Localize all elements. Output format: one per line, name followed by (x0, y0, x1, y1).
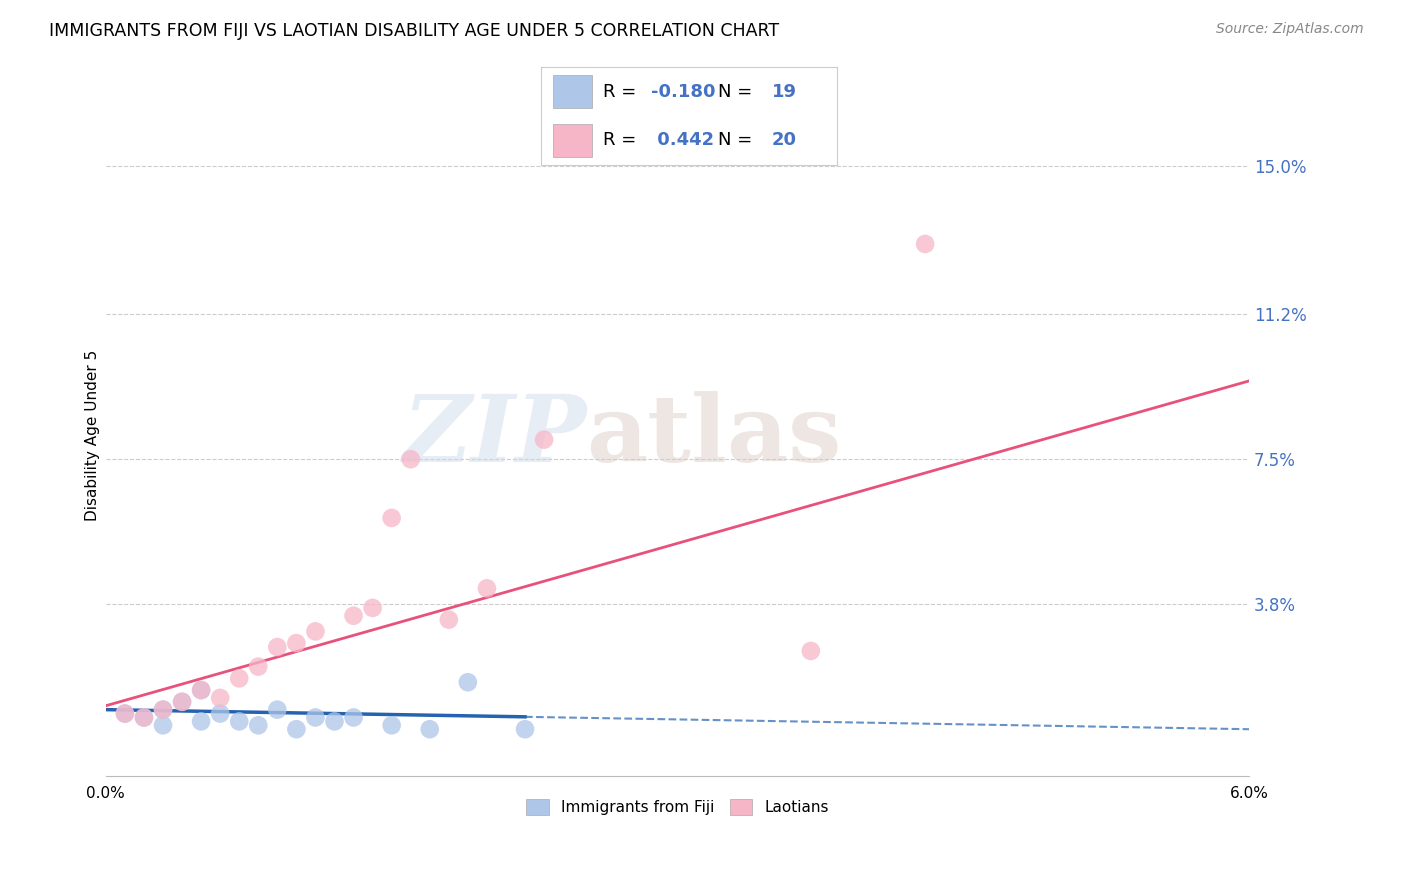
Point (152, 703, 174, 717)
Point (285, 636, 308, 650)
Point (457, 675, 479, 690)
Legend: Immigrants from Fiji, Laotians: Immigrants from Fiji, Laotians (517, 792, 837, 823)
Point (170, 695, 193, 709)
Text: ZIP: ZIP (402, 391, 586, 481)
Text: 20: 20 (772, 131, 797, 150)
Point (114, 706, 136, 721)
Text: Source: ZipAtlas.com: Source: ZipAtlas.com (1216, 22, 1364, 37)
Point (247, 659, 270, 673)
Point (209, 690, 232, 705)
Point (381, 718, 404, 732)
Point (228, 714, 250, 729)
Point (152, 718, 174, 732)
Point (209, 706, 232, 721)
Point (914, 237, 936, 252)
Point (342, 710, 364, 724)
Point (513, 723, 536, 737)
Point (266, 640, 288, 654)
Point (323, 714, 346, 729)
Text: N =: N = (718, 84, 758, 102)
Point (533, 433, 555, 447)
Point (399, 452, 422, 467)
Text: 0.442: 0.442 (651, 131, 714, 150)
Point (285, 723, 308, 737)
Point (190, 714, 212, 729)
Point (228, 671, 250, 685)
Point (247, 718, 270, 732)
Point (361, 601, 384, 615)
Y-axis label: Disability Age Under 5: Disability Age Under 5 (86, 350, 100, 521)
Point (304, 710, 326, 724)
Text: IMMIGRANTS FROM FIJI VS LAOTIAN DISABILITY AGE UNDER 5 CORRELATION CHART: IMMIGRANTS FROM FIJI VS LAOTIAN DISABILI… (49, 22, 779, 40)
Point (304, 624, 326, 639)
Text: -0.180: -0.180 (651, 84, 716, 102)
Point (342, 608, 364, 623)
Point (190, 683, 212, 698)
Point (266, 703, 288, 717)
Point (419, 723, 441, 737)
FancyBboxPatch shape (553, 124, 592, 157)
Point (132, 710, 155, 724)
Text: atlas: atlas (586, 391, 841, 481)
Point (800, 644, 823, 658)
Point (190, 683, 212, 698)
Point (475, 582, 498, 596)
Point (170, 695, 193, 709)
Text: R =: R = (603, 131, 643, 150)
Text: R =: R = (603, 84, 643, 102)
Point (381, 511, 404, 525)
Point (437, 613, 460, 627)
Text: N =: N = (718, 131, 758, 150)
Point (132, 710, 155, 724)
FancyBboxPatch shape (553, 75, 592, 108)
Point (114, 706, 136, 721)
Text: 19: 19 (772, 84, 797, 102)
Point (152, 703, 174, 717)
